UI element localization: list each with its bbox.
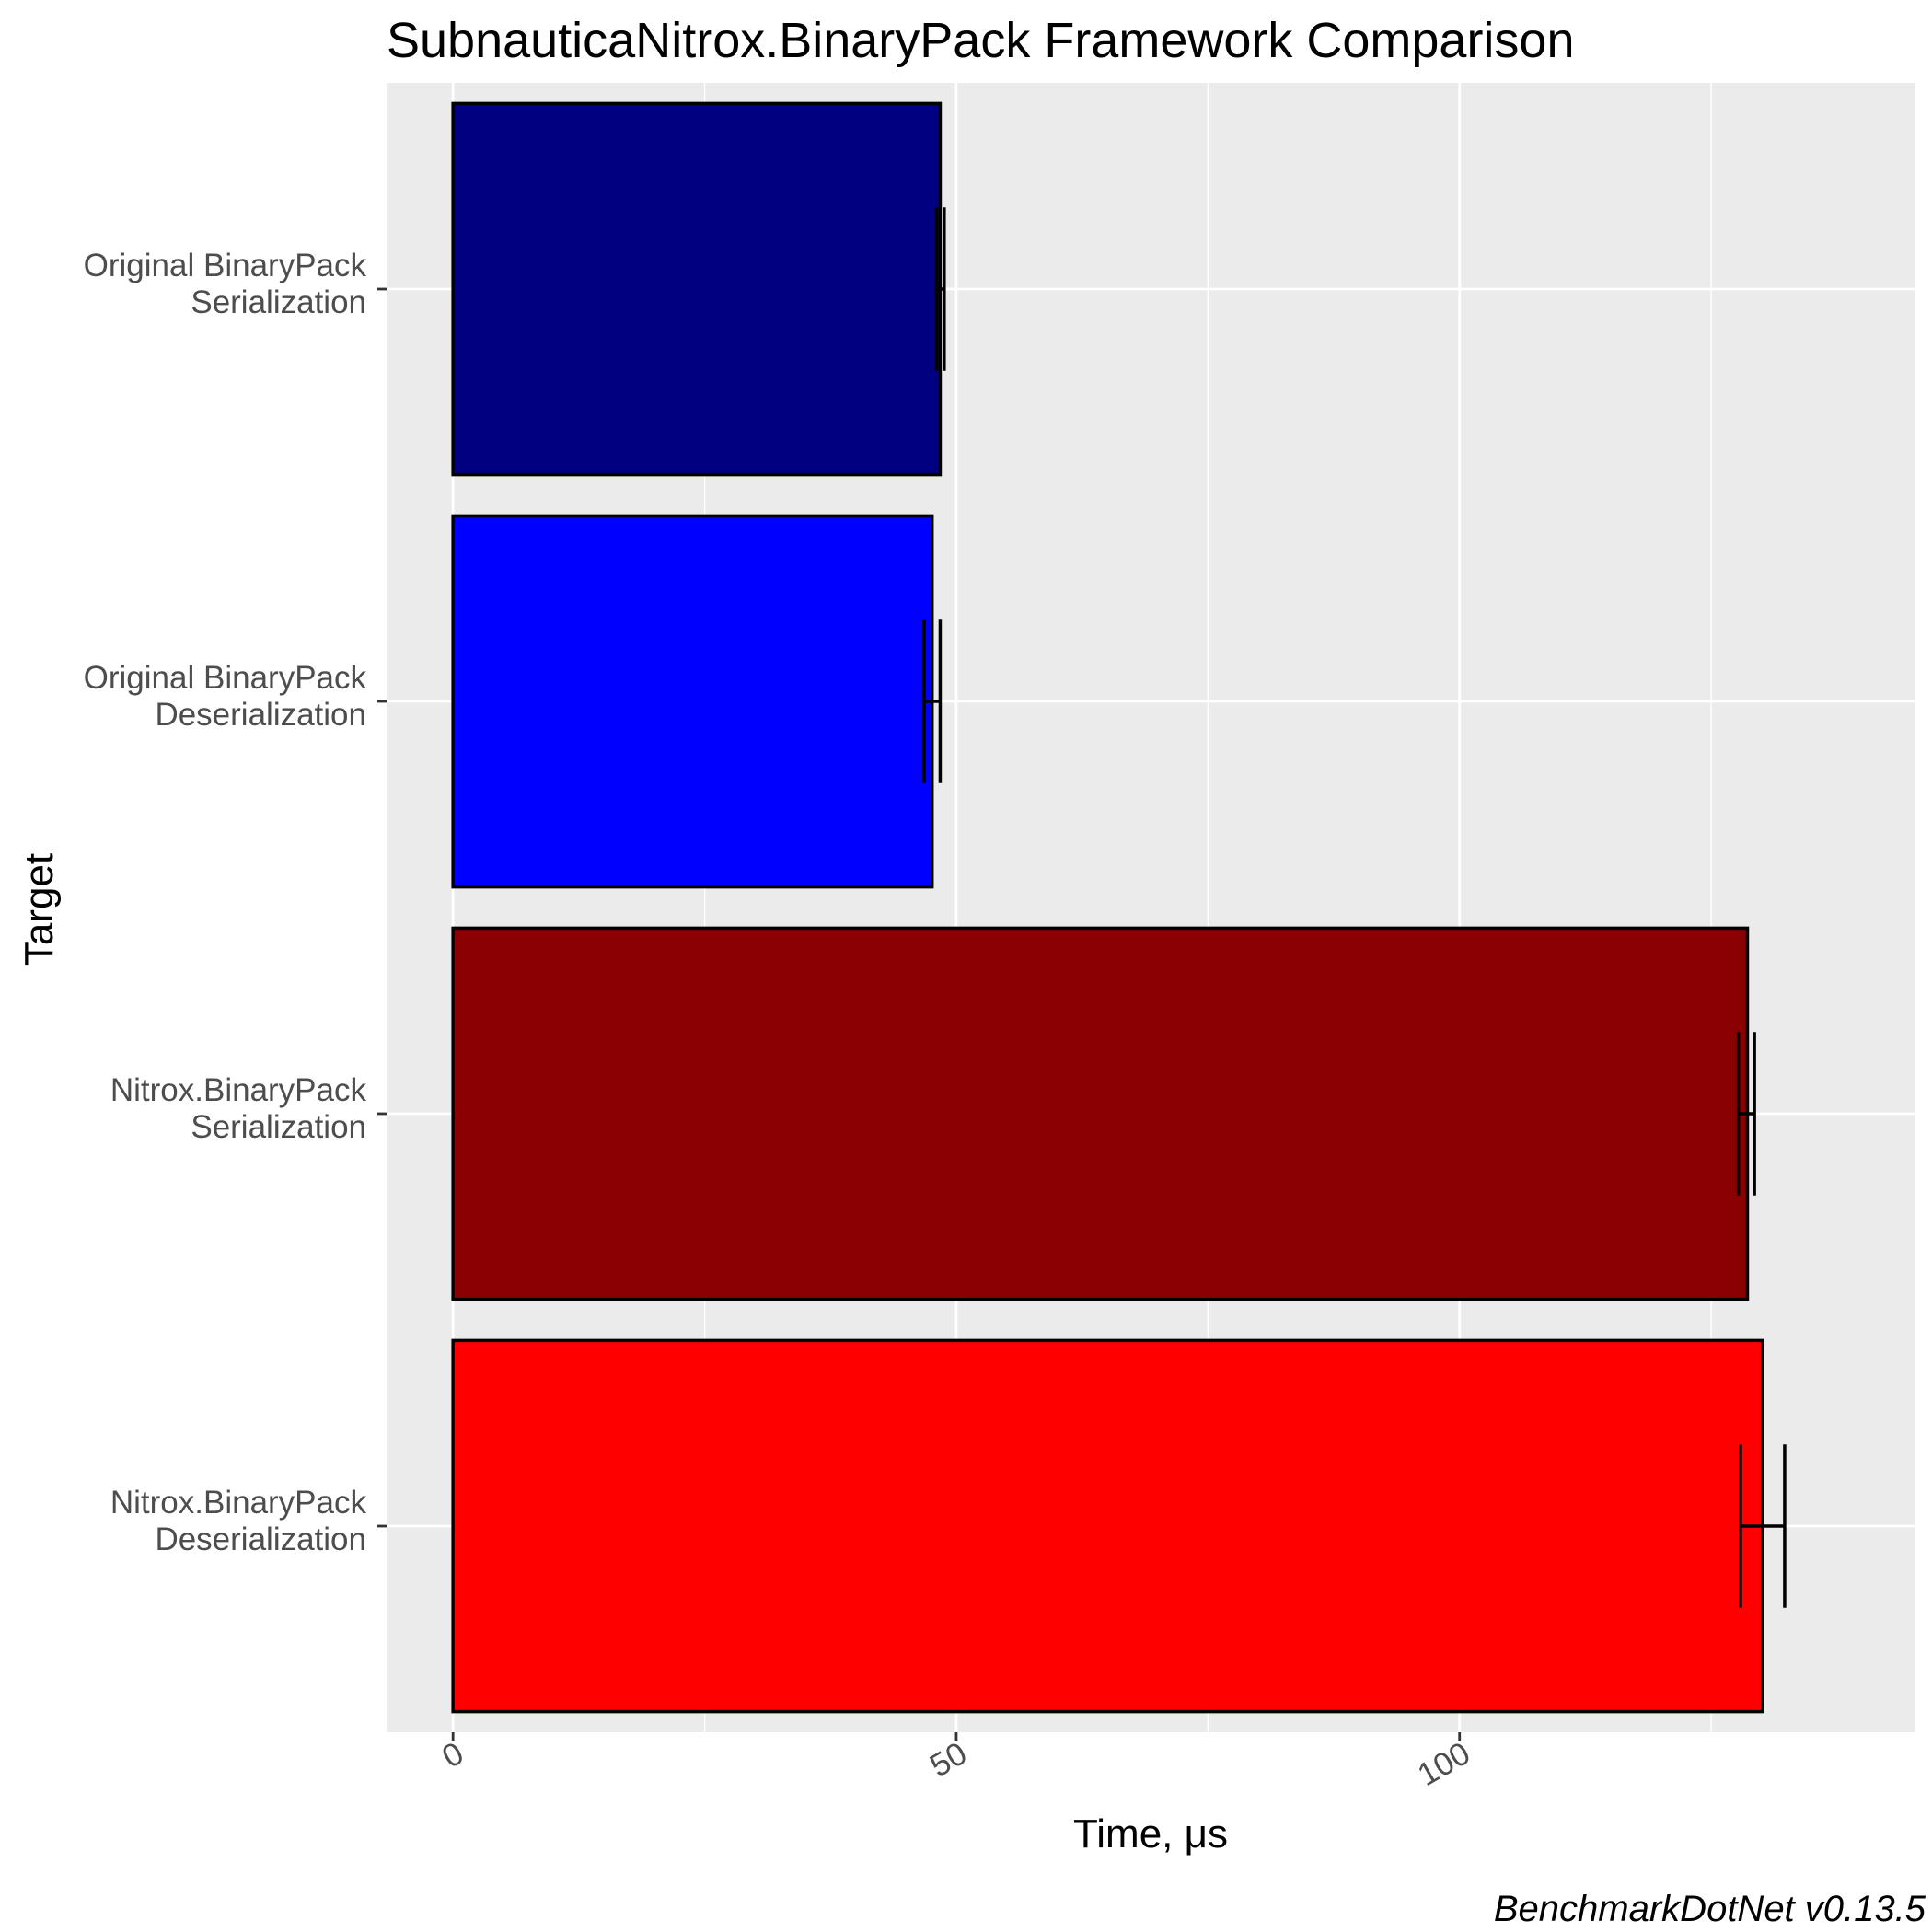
y-tick-label: Nitrox.BinaryPack Deserialization (110, 1485, 367, 1557)
y-tick-label-line: Original BinaryPack (84, 248, 367, 283)
y-tick-label-line: Deserialization (155, 697, 366, 733)
y-tick-label-line: Serialization (191, 284, 366, 320)
bar-layer (451, 101, 1787, 1714)
x-tick-label: 100 (1412, 1735, 1476, 1793)
y-tick-label-line: Nitrox.BinaryPack (110, 1072, 367, 1108)
chart-title: SubnauticaNitrox.BinaryPack Framework Co… (387, 13, 1575, 68)
axis-layer: Original BinaryPack SerializationOriginal… (84, 248, 1476, 1793)
y-tick-label-line: Nitrox.BinaryPack (110, 1485, 367, 1521)
x-tick-label: 50 (924, 1735, 973, 1784)
y-tick-label-line: Serialization (191, 1109, 366, 1145)
bar (451, 1338, 1764, 1714)
y-tick-label-line: Deserialization (155, 1521, 366, 1557)
bar (451, 926, 1750, 1301)
x-axis-title: Time, μs (1073, 1811, 1228, 1857)
bar (451, 514, 934, 889)
y-tick-label: Nitrox.BinaryPack Serialization (110, 1072, 367, 1145)
bar (451, 101, 943, 477)
caption: BenchmarkDotNet v0.13.5 (1494, 1889, 1926, 1929)
x-tick-label: 0 (436, 1735, 469, 1776)
y-tick-label: Original BinaryPack Serialization (84, 248, 367, 320)
y-tick-label-line: Original BinaryPack (84, 660, 367, 696)
y-tick-label: Original BinaryPack Deserialization (84, 660, 367, 733)
y-axis-title: Target (17, 853, 62, 966)
